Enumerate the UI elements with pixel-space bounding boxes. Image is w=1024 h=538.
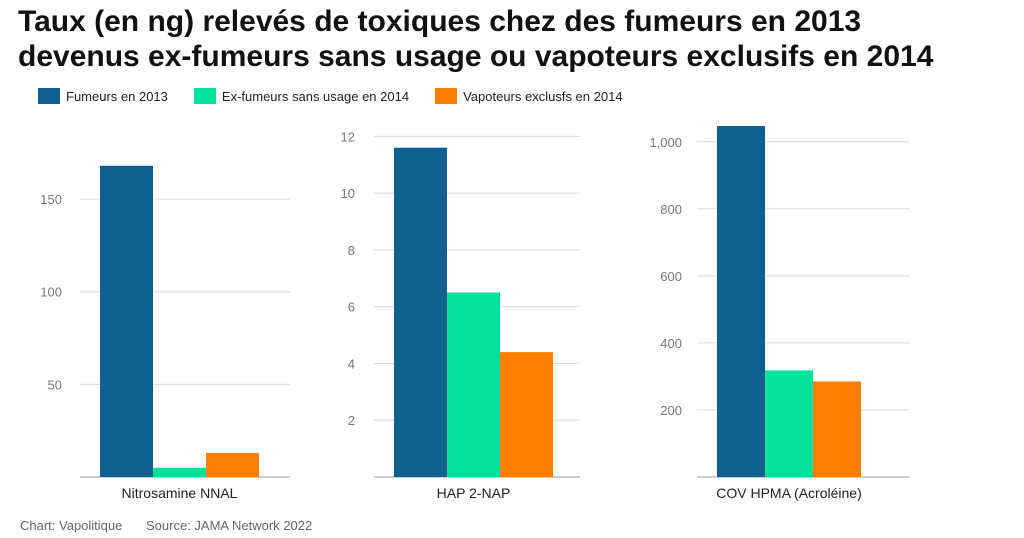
y-tick-label: 2 bbox=[348, 413, 355, 428]
legend-item-ex-fumeurs: Ex-fumeurs sans usage en 2014 bbox=[193, 88, 410, 104]
chart-credit: Chart: Vapolitique bbox=[20, 518, 123, 533]
legend-swatch-vapoteurs bbox=[435, 88, 458, 104]
chart-panel-3: 200 400 600 800 1,000 COV HPMA (Acroléine) bbox=[649, 126, 910, 501]
bar-ex-fumeurs bbox=[153, 467, 206, 477]
y-tick-label: 800 bbox=[660, 202, 682, 217]
chart-panel-2: 2 4 6 8 10 12 HAP 2-NAP bbox=[341, 129, 580, 501]
y-tick-label: 12 bbox=[341, 129, 355, 144]
y-tick-label: 8 bbox=[348, 243, 355, 258]
y-tick-label: 50 bbox=[48, 377, 62, 392]
legend-label-fumeurs: Fumeurs en 2013 bbox=[66, 88, 168, 104]
bar-ex-fumeurs bbox=[447, 292, 500, 477]
bar-vapoteurs bbox=[500, 352, 553, 477]
legend-item-fumeurs: Fumeurs en 2013 bbox=[38, 88, 168, 104]
legend-label-ex-fumeurs: Ex-fumeurs sans usage en 2014 bbox=[221, 88, 410, 104]
bar-vapoteurs bbox=[206, 452, 259, 477]
bar-ex-fumeurs bbox=[765, 370, 813, 477]
y-tick-label: 10 bbox=[341, 186, 355, 201]
x-axis-label: COV HPMA (Acroléine) bbox=[716, 485, 861, 501]
bar-fumeurs bbox=[100, 165, 153, 478]
chart-title-line-2: devenus ex-fumeurs sans usage ou vapoteu… bbox=[18, 40, 934, 73]
y-tick-label: 6 bbox=[348, 300, 355, 315]
y-tick-label: 4 bbox=[348, 356, 355, 371]
x-axis-label: HAP 2-NAP bbox=[437, 485, 511, 501]
y-tick-label: 200 bbox=[660, 403, 682, 418]
bar-fumeurs bbox=[717, 126, 765, 478]
legend-label-vapoteurs: Vapoteurs exclusfs en 2014 bbox=[463, 88, 623, 104]
chart-title-line-1: Taux (en ng) relevés de toxiques chez de… bbox=[18, 5, 862, 38]
y-tick-label: 400 bbox=[660, 336, 682, 351]
y-tick-label: 150 bbox=[40, 192, 62, 207]
chart-title: Taux (en ng) relevés de toxiques chez de… bbox=[18, 4, 1018, 74]
bar-vapoteurs bbox=[813, 381, 861, 477]
y-tick-label: 1,000 bbox=[649, 135, 682, 150]
footer: Chart: Vapolitique Source: JAMA Network … bbox=[20, 518, 332, 533]
chart-source: Source: JAMA Network 2022 bbox=[146, 518, 313, 533]
legend-item-vapoteurs: Vapoteurs exclusfs en 2014 bbox=[435, 88, 623, 104]
chart-panel-1: 50 100 150 Nitrosamine NNAL bbox=[40, 165, 290, 501]
x-axis-label: Nitrosamine NNAL bbox=[122, 485, 238, 501]
legend-swatch-ex-fumeurs bbox=[193, 88, 216, 104]
bar-fumeurs bbox=[394, 147, 447, 478]
y-tick-label: 600 bbox=[660, 269, 682, 284]
legend-swatch-fumeurs bbox=[38, 88, 60, 104]
legend: Fumeurs en 2013 Ex-fumeurs sans usage en… bbox=[38, 85, 649, 107]
y-tick-label: 100 bbox=[40, 285, 62, 300]
